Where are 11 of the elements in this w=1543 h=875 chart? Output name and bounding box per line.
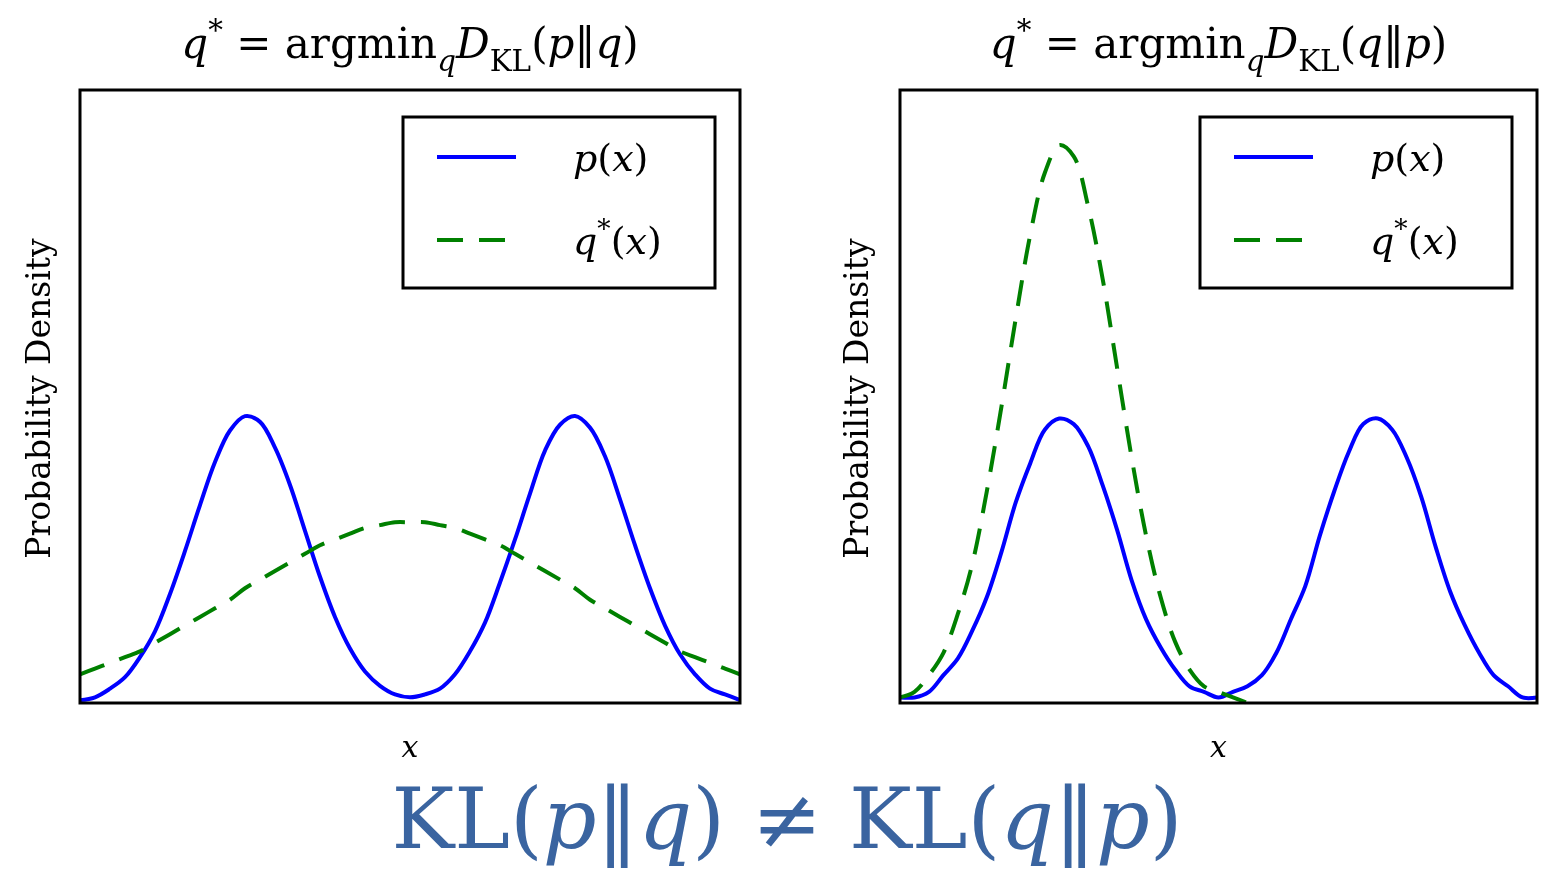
x-axis-title: x <box>1210 729 1228 764</box>
text: KL(p‖q) ≠ KL(q‖p) <box>391 770 1183 868</box>
y-axis-title: Probability Density <box>19 237 58 559</box>
y-axis-title: Probability Density <box>837 237 876 559</box>
x-axis-title: x <box>401 729 419 764</box>
legend-label: p(x) <box>1370 136 1446 180</box>
chart-title: q$^{*}$ = argmin$_{q}$D$_{KL}$(q‖p) <box>989 13 1448 78</box>
legend-label: q$^{*}$(x) <box>573 213 662 263</box>
legend-label: p(x) <box>573 136 649 180</box>
chart-title: q$^{*}$ = argmin$_{q}$D$_{KL}$(p‖q) <box>181 13 639 78</box>
legend-label: q$^{*}$(x) <box>1370 213 1459 263</box>
